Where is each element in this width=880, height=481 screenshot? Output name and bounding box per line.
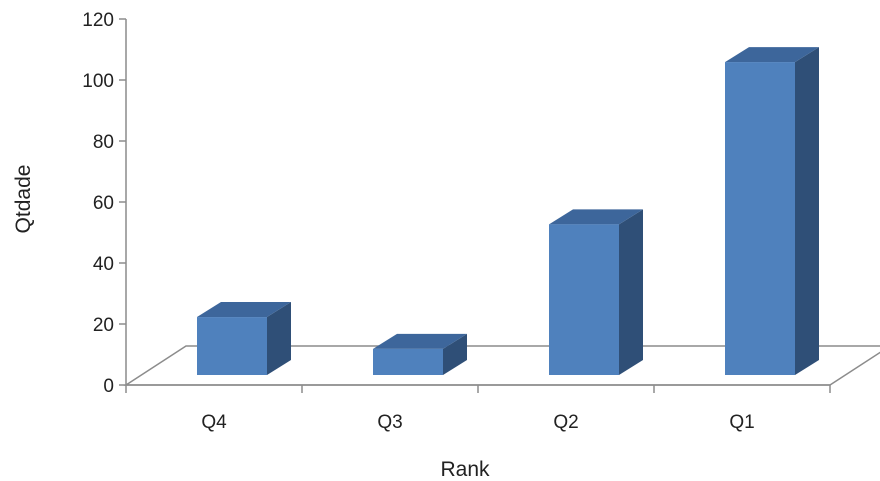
x-tick-label: Q3 — [377, 412, 402, 433]
bar-side-face — [267, 302, 291, 375]
x-axis: Q4 Q3 Q2 Q1 — [125, 384, 831, 433]
y-tick-label: 0 — [103, 376, 114, 397]
bar-front-face — [725, 62, 795, 375]
bar-top-face — [197, 302, 291, 318]
y-tick-label: 40 — [93, 254, 114, 275]
bar-q4 — [197, 302, 291, 375]
y-tick-label: 120 — [82, 10, 114, 31]
y-tick-label: 20 — [93, 315, 114, 336]
bar-q2 — [549, 209, 643, 375]
bar-q3 — [373, 333, 467, 375]
bar-front-face — [373, 348, 443, 375]
bar-front-face — [549, 224, 619, 375]
bar-front-face — [197, 317, 267, 375]
bars — [197, 47, 819, 375]
bar-q1 — [725, 47, 819, 375]
x-tick-label: Q1 — [729, 412, 754, 433]
x-tick-label: Q4 — [201, 412, 227, 433]
x-tick-label: Q2 — [553, 412, 578, 433]
y-axis-title: Qtdade — [12, 165, 35, 234]
y-axis: 0 20 40 60 80 100 120 — [82, 10, 127, 397]
bar-side-face — [443, 333, 467, 375]
y-tick-label: 100 — [82, 71, 114, 92]
bar-top-face — [373, 333, 467, 349]
bar-side-face — [795, 47, 819, 375]
x-axis-title: Rank — [440, 458, 490, 481]
y-tick-label: 60 — [93, 193, 114, 214]
bar-top-face — [549, 209, 643, 225]
bar-side-face — [619, 209, 643, 375]
y-tick-label: 80 — [93, 132, 114, 153]
bar-top-face — [725, 47, 819, 63]
